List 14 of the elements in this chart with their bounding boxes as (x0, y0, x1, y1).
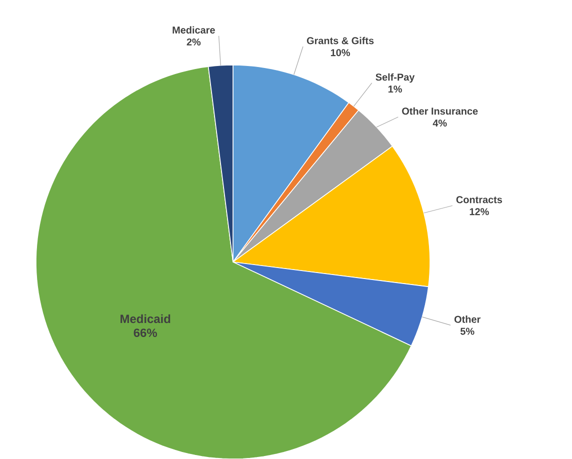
data-label: 12% (470, 208, 489, 216)
slice-label: Medicare (172, 26, 215, 34)
slice-label: Grants & Gifts (306, 36, 374, 44)
slice-label: Contracts (456, 196, 502, 204)
data-label: 1% (388, 86, 402, 93)
data-label: 5% (460, 328, 474, 335)
slice-label: Other Insurance (402, 107, 478, 115)
slice-label: Other (454, 316, 481, 323)
data-label: 2% (186, 38, 201, 46)
slice-label: Self-Pay (376, 73, 415, 83)
data-label: 4% (432, 120, 447, 127)
slice-label: Medicaid (120, 314, 170, 324)
data-label: 66% (134, 328, 157, 338)
data-label: 10% (330, 49, 350, 56)
